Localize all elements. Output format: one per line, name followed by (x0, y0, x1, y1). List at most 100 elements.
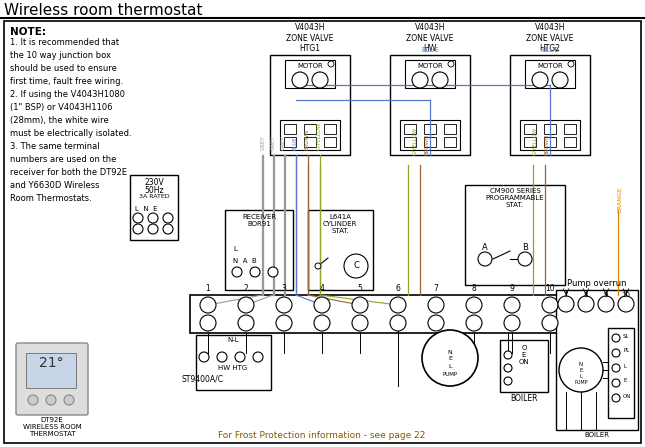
Text: V4043H
ZONE VALVE
HW: V4043H ZONE VALVE HW (406, 23, 453, 53)
Bar (390, 55, 470, 155)
Circle shape (558, 296, 574, 312)
Bar (130, 175, 178, 240)
Circle shape (148, 224, 158, 234)
Text: For Frost Protection information - see page 22: For Frost Protection information - see p… (218, 430, 426, 439)
Text: E: E (579, 367, 582, 372)
Circle shape (238, 297, 254, 313)
Bar (404, 124, 416, 134)
Text: Room Thermostats.: Room Thermostats. (10, 194, 92, 203)
Bar (190, 295, 580, 333)
Bar (280, 120, 340, 150)
Text: the 10 way junction box: the 10 way junction box (10, 51, 111, 60)
Text: PUMP: PUMP (574, 380, 588, 385)
Bar (324, 124, 336, 134)
Circle shape (612, 349, 620, 357)
Text: 4: 4 (319, 284, 324, 293)
Text: numbers are used on the: numbers are used on the (10, 155, 116, 164)
Circle shape (612, 334, 620, 342)
Circle shape (200, 315, 216, 331)
Text: L641A
CYLINDER
STAT.: L641A CYLINDER STAT. (322, 214, 357, 234)
Circle shape (552, 72, 568, 88)
Text: ORANGE: ORANGE (617, 187, 622, 213)
Bar (26, 353, 76, 388)
Text: L: L (233, 246, 237, 252)
Text: GREY: GREY (270, 135, 275, 150)
Bar (284, 124, 296, 134)
Circle shape (390, 297, 406, 313)
Text: 2: 2 (244, 284, 248, 293)
Circle shape (276, 297, 292, 313)
Text: N: N (448, 350, 452, 355)
Bar (270, 55, 350, 155)
Text: 8: 8 (584, 292, 588, 298)
Circle shape (532, 72, 548, 88)
Circle shape (199, 352, 209, 362)
Text: BLUE: BLUE (421, 47, 439, 53)
Circle shape (200, 297, 216, 313)
Circle shape (412, 72, 428, 88)
Circle shape (466, 297, 482, 313)
Text: DT92E
WIRELESS ROOM
THERMOSTAT: DT92E WIRELESS ROOM THERMOSTAT (23, 417, 81, 437)
Bar (405, 60, 455, 88)
Circle shape (28, 395, 38, 405)
Circle shape (568, 61, 574, 67)
Bar (284, 137, 296, 147)
Circle shape (612, 379, 620, 387)
Bar (400, 120, 460, 150)
Circle shape (618, 296, 634, 312)
Bar (500, 340, 548, 392)
Circle shape (598, 296, 614, 312)
Text: A: A (482, 243, 488, 252)
Circle shape (276, 315, 292, 331)
Circle shape (352, 315, 368, 331)
Text: L: L (448, 363, 452, 368)
Text: first time, fault free wiring.: first time, fault free wiring. (10, 77, 123, 86)
Text: HW HTG: HW HTG (219, 365, 248, 371)
Circle shape (612, 394, 620, 402)
Circle shape (478, 252, 492, 266)
Text: 6: 6 (395, 284, 401, 293)
Circle shape (328, 61, 334, 67)
Bar (564, 124, 576, 134)
Bar (465, 185, 565, 285)
Circle shape (466, 315, 482, 331)
Circle shape (235, 352, 245, 362)
Circle shape (518, 252, 532, 266)
Circle shape (315, 263, 321, 269)
Circle shape (253, 352, 263, 362)
Text: and Y6630D Wireless: and Y6630D Wireless (10, 181, 99, 190)
Circle shape (46, 395, 56, 405)
Text: 7: 7 (433, 284, 439, 293)
Text: must be electrically isolated.: must be electrically isolated. (10, 129, 132, 138)
Text: BOILER: BOILER (510, 394, 538, 403)
Circle shape (314, 297, 330, 313)
Text: SL: SL (623, 333, 630, 338)
Circle shape (612, 364, 620, 372)
Circle shape (432, 72, 448, 88)
Circle shape (542, 315, 558, 331)
Bar (524, 137, 536, 147)
Text: PL: PL (623, 349, 630, 354)
Text: N  A  B: N A B (233, 258, 257, 264)
Text: should be used to ensure: should be used to ensure (10, 64, 117, 73)
Circle shape (217, 352, 227, 362)
Bar (444, 137, 456, 147)
Circle shape (542, 297, 558, 313)
Text: GREY: GREY (261, 135, 266, 150)
Bar (556, 290, 638, 430)
Bar (424, 137, 436, 147)
Bar (524, 124, 536, 134)
Text: O
E
ON: O E ON (519, 345, 530, 365)
Text: NOTE:: NOTE: (10, 27, 46, 37)
Text: MOTOR: MOTOR (297, 63, 323, 69)
Bar (225, 210, 293, 290)
Circle shape (163, 224, 173, 234)
Text: 1: 1 (206, 284, 210, 293)
Text: V4043H
ZONE VALVE
HTG2: V4043H ZONE VALVE HTG2 (526, 23, 573, 53)
Bar (564, 137, 576, 147)
Text: 10: 10 (622, 292, 631, 298)
Circle shape (559, 348, 603, 392)
Circle shape (148, 213, 158, 223)
Text: B: B (522, 243, 528, 252)
Bar (444, 124, 456, 134)
